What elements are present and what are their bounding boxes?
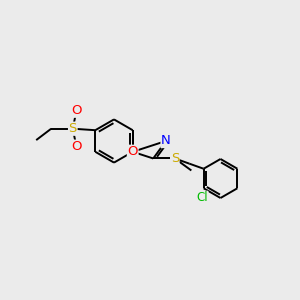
Text: O: O [71,104,82,117]
Text: S: S [69,122,77,135]
Text: S: S [171,152,179,165]
Text: N: N [161,134,171,148]
Text: Cl: Cl [196,191,208,204]
Text: O: O [128,145,138,158]
Text: O: O [71,140,82,153]
